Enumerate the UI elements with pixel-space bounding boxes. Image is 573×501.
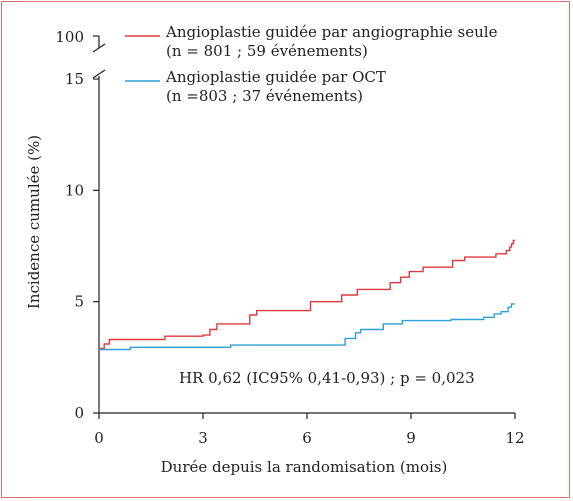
series-line-oct (99, 303, 515, 351)
hr-annotation: HR 0,62 (IC95% 0,41-0,93) ; p = 0,023 (179, 369, 475, 387)
series-lines (99, 239, 515, 351)
legend-label-oct: Angioplastie guidée par OCT (165, 68, 386, 86)
x-tick-label: 0 (94, 429, 104, 447)
legend-note-angiographie: (n = 801 ; 59 événements) (166, 42, 368, 60)
y-ticks: 0 5 10 15 (65, 70, 99, 422)
y-break-label: 100 (55, 28, 84, 46)
y-axis-label: Incidence cumulée (%) (25, 135, 43, 309)
legend: Angioplastie guidée par angiographie seu… (125, 23, 498, 105)
y-tick-label: 5 (74, 293, 84, 311)
legend-note-oct: (n =803 ; 37 événements) (166, 87, 363, 105)
legend-label-angiographie: Angioplastie guidée par angiographie seu… (165, 23, 498, 41)
x-tick-label: 12 (505, 429, 524, 447)
y-tick-label: 10 (65, 181, 84, 199)
x-tick-label: 3 (198, 429, 208, 447)
x-axis-label: Durée depuis la randomisation (mois) (161, 458, 448, 476)
axis-break-mark-top (92, 43, 106, 53)
x-tick-label: 6 (302, 429, 312, 447)
series-line-angiographie (99, 239, 515, 350)
x-tick-label: 9 (406, 429, 416, 447)
y-tick-label: 15 (65, 70, 84, 88)
y-tick-label: 0 (74, 404, 84, 422)
axis-break-mark-bottom (92, 69, 106, 79)
x-ticks: 0 3 6 9 12 (94, 413, 525, 447)
